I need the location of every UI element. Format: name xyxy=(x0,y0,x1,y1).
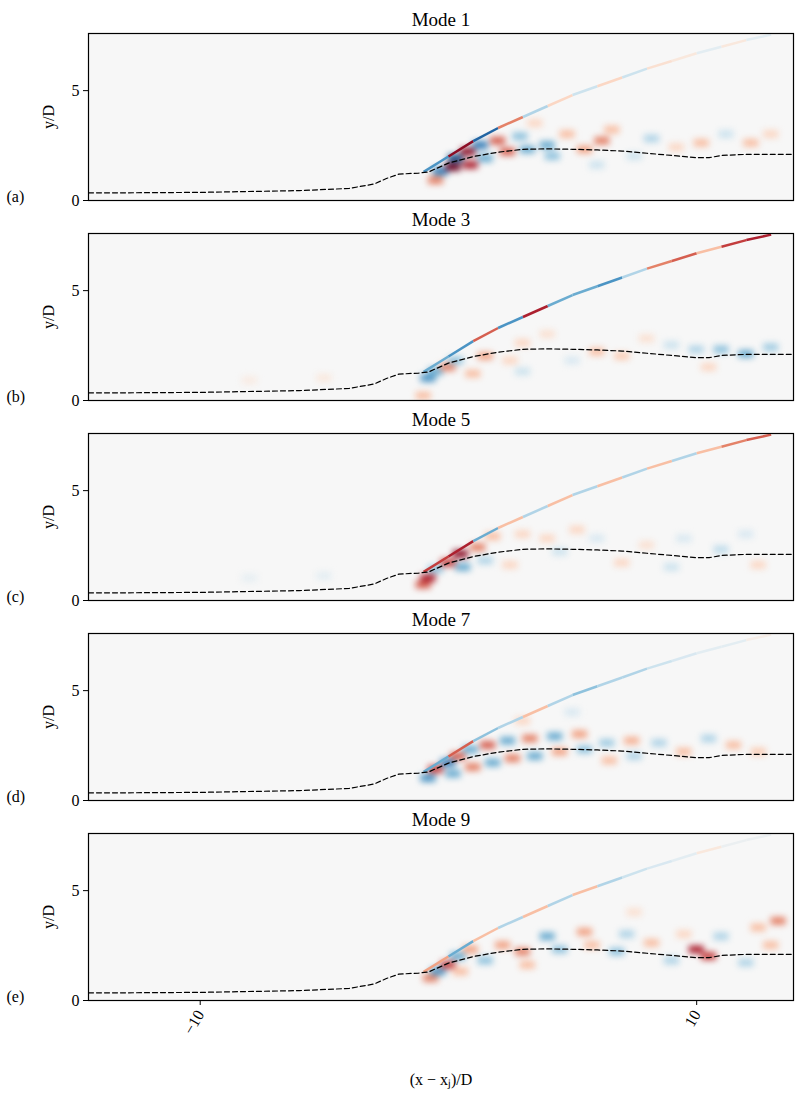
svg-text:0: 0 xyxy=(72,792,80,809)
svg-text:Mode 1: Mode 1 xyxy=(412,9,471,30)
svg-text:0: 0 xyxy=(72,392,80,409)
svg-text:5: 5 xyxy=(72,282,80,299)
svg-text:y/D: y/D xyxy=(40,105,58,129)
svg-text:−10: −10 xyxy=(180,1007,207,1037)
svg-text:(x − xⱼ)/D: (x − xⱼ)/D xyxy=(410,1071,473,1089)
svg-text:(a): (a) xyxy=(7,188,25,206)
svg-text:Mode 7: Mode 7 xyxy=(412,609,471,630)
svg-text:(d): (d) xyxy=(7,788,26,806)
svg-text:5: 5 xyxy=(72,882,80,899)
svg-text:(b): (b) xyxy=(7,388,26,406)
svg-text:y/D: y/D xyxy=(40,905,58,929)
svg-text:0: 0 xyxy=(72,592,80,609)
svg-text:10: 10 xyxy=(681,1007,704,1029)
svg-text:Mode 5: Mode 5 xyxy=(412,409,471,430)
svg-text:Mode 9: Mode 9 xyxy=(412,809,471,830)
svg-text:y/D: y/D xyxy=(40,505,58,529)
svg-text:y/D: y/D xyxy=(40,305,58,329)
svg-text:Mode 3: Mode 3 xyxy=(412,209,471,230)
svg-text:0: 0 xyxy=(72,192,80,209)
svg-text:y/D: y/D xyxy=(40,705,58,729)
svg-text:5: 5 xyxy=(72,682,80,699)
svg-text:5: 5 xyxy=(72,82,80,99)
svg-text:(c): (c) xyxy=(7,588,25,606)
svg-text:5: 5 xyxy=(72,482,80,499)
svg-text:(e): (e) xyxy=(7,988,25,1006)
svg-text:0: 0 xyxy=(72,992,80,1009)
